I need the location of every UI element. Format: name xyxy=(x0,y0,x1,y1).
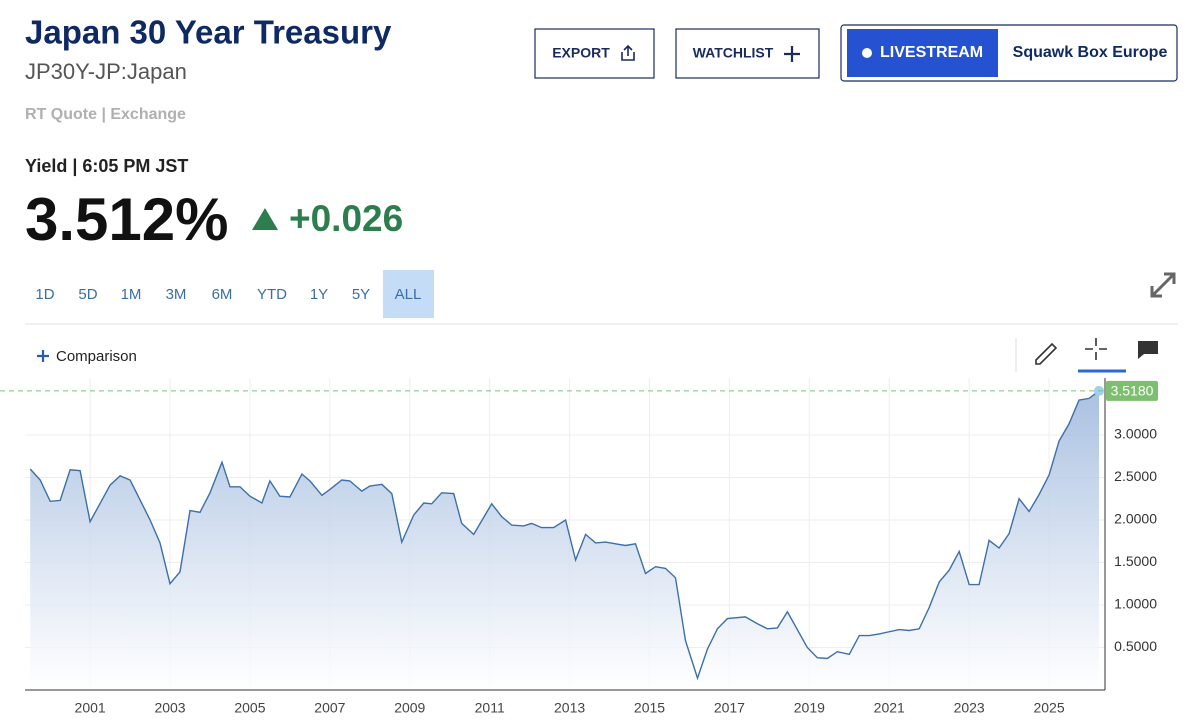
range-tab[interactable]: 1D xyxy=(35,286,54,303)
subtitle: JP30Y-JP:Japan xyxy=(25,59,187,84)
y-tick-label: 0.5000 xyxy=(1114,638,1157,654)
range-tab[interactable]: YTD xyxy=(257,286,287,303)
x-tick-label: 2025 xyxy=(1033,700,1064,716)
y-tick-label: 2.0000 xyxy=(1114,511,1157,527)
export-button[interactable]: EXPORT xyxy=(534,28,655,79)
quote-source: RT Quote | Exchange xyxy=(25,106,186,123)
y-tick-label: 1.5000 xyxy=(1114,553,1157,569)
line xyxy=(29,390,1100,681)
range-tab[interactable]: 6M xyxy=(212,286,233,303)
plus-icon[interactable] xyxy=(37,350,49,362)
x-tick-label: 2023 xyxy=(954,700,985,716)
export-label: EXPORT xyxy=(552,45,610,61)
x-tick-label: 2017 xyxy=(714,700,745,716)
reference-badge xyxy=(1106,380,1158,401)
comment-icon[interactable] xyxy=(1138,341,1158,359)
x-tick-label: 2015 xyxy=(634,700,665,716)
price: 3.512% xyxy=(25,186,229,253)
draw-icon[interactable] xyxy=(1035,342,1058,365)
watchlist-button[interactable]: WATCHLIST xyxy=(675,28,820,79)
watchlist-label: WATCHLIST xyxy=(693,45,774,61)
x-tick-label: 2021 xyxy=(874,700,905,716)
livestream-label: LIVESTREAM xyxy=(880,44,983,61)
range-tab[interactable]: 5D xyxy=(78,286,97,303)
x-tick-label: 2013 xyxy=(554,700,585,716)
comparison[interactable]: Comparison xyxy=(56,348,137,365)
x-tick-label: 2007 xyxy=(314,700,345,716)
change: +0.026 xyxy=(289,198,403,239)
x-tick-label: 2009 xyxy=(394,700,425,716)
x-tick-label: 2001 xyxy=(75,700,106,716)
x-tick-label: 2003 xyxy=(154,700,185,716)
y-tick-label: 3.0000 xyxy=(1114,426,1157,442)
range-tab[interactable]: 1M xyxy=(121,286,142,303)
title: Japan 30 Year Treasury xyxy=(25,14,392,51)
crosshair-icon[interactable] xyxy=(1085,338,1107,360)
x-tick-label: 2019 xyxy=(794,700,825,716)
up-arrow xyxy=(252,208,278,230)
y-tick-label: 2.5000 xyxy=(1114,468,1157,484)
expand-icon[interactable] xyxy=(1150,272,1176,298)
range-tab[interactable]: ALL xyxy=(395,286,422,303)
quote-label: Yield | 6:05 PM JST xyxy=(25,156,188,176)
range-tab[interactable]: 3M xyxy=(166,286,187,303)
reference-label: 3.5180 xyxy=(1111,383,1154,399)
show-name: Squawk Box Europe xyxy=(1013,44,1168,61)
tab-highlight xyxy=(383,270,434,318)
x-tick-label: 2011 xyxy=(475,700,505,716)
range-tab[interactable]: 1Y xyxy=(310,286,328,303)
range-tab[interactable]: 5Y xyxy=(352,286,370,303)
x-tick-label: 2005 xyxy=(234,700,265,716)
y-tick-label: 1.0000 xyxy=(1114,596,1157,612)
livestream-box[interactable]: LIVESTREAM Squawk Box Europe xyxy=(840,24,1178,82)
area-fill xyxy=(30,390,1100,690)
chart: 2001 2003 2005 2007 2009 2011 2013 2015 2017 2019… xyxy=(0,378,1158,716)
